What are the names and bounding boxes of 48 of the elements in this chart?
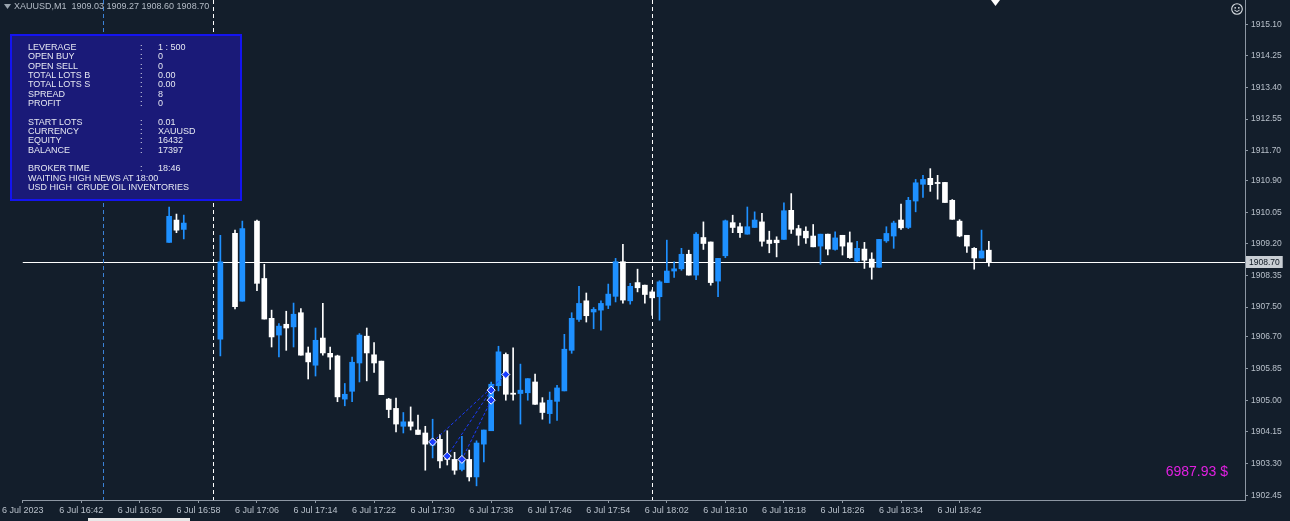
- y-tick-label: 1912.55: [1251, 113, 1282, 124]
- y-tick-label: 1909.20: [1251, 238, 1282, 249]
- x-tick-label: 6 Jul 17:54: [586, 504, 631, 515]
- annotation: USD HIGH CRUDE OIL INVENTORIES: [28, 181, 190, 192]
- x-tick-label: 6 Jul 17:38: [469, 504, 514, 515]
- x-tick-label: 6 Jul 17:30: [410, 504, 455, 515]
- x-tick-label: 6 Jul 17:46: [527, 504, 572, 515]
- x-tick-label: 6 Jul 18:10: [703, 504, 748, 515]
- y-tick-label: 1902.45: [1251, 489, 1282, 500]
- point: [486, 385, 496, 395]
- annotation: WAITING HIGH NEWS AT 18:00: [28, 172, 159, 183]
- x-tick-label: 6 Jul 18:02: [644, 504, 689, 515]
- x-tick-label: 6 Jul 17:14: [293, 504, 338, 515]
- annotation: 6987.93 $: [1165, 463, 1228, 480]
- y-tick-label: 1911.70: [1251, 145, 1282, 156]
- candlestick: [283, 310, 290, 351]
- y-tick-label: 1904.15: [1251, 426, 1282, 437]
- point: [486, 395, 496, 405]
- y-tick-label: 1905.00: [1251, 394, 1282, 405]
- candlestick: [327, 346, 333, 370]
- y-tick-label: 1903.30: [1251, 457, 1282, 468]
- point: [501, 370, 511, 380]
- x-tick-label: 6 Jul 16:42: [59, 504, 104, 515]
- y-tick-label: 1913.40: [1251, 81, 1282, 92]
- y-tick-label: 1910.90: [1251, 174, 1282, 185]
- y-tick-label: 1905.85: [1251, 362, 1282, 373]
- ref-line-label: 1908.70: [1249, 256, 1280, 267]
- candlestick: [341, 383, 348, 407]
- x-tick-label: 6 Jul 16:58: [176, 504, 221, 515]
- y-tick-label: 1906.70: [1251, 331, 1282, 342]
- y-tick-label: 1910.05: [1251, 206, 1282, 217]
- x-tick-label: 6 Jul 18:26: [820, 504, 865, 515]
- y-tick-label: 1915.10: [1251, 18, 1282, 29]
- x-tick-label: 6 Jul 18:42: [937, 504, 982, 515]
- point: [442, 451, 452, 461]
- x-tick-label: 6 Jul 16:50: [117, 504, 162, 515]
- x-tick-label: 6 Jul 17:06: [234, 504, 279, 515]
- candlestick: [671, 261, 677, 278]
- y-tick-label: 1908.35: [1251, 269, 1282, 280]
- x-tick-label: 6 Jul 18:18: [761, 504, 806, 515]
- x-tick-label: 6 Jul 2023: [1, 504, 44, 515]
- x-tick-label: 6 Jul 18:34: [878, 504, 924, 515]
- point: [457, 454, 467, 464]
- info-panel: LEVERAGE : 1 : 500 OPEN BUY : 0 OPEN SELL : 0 TOTAL LOTS B : 0.00 TOTAL LOTS S : 0.00 SPREAD : 8 PROFIT : 0 START LOTS : 0.01 CURRENCY : XAUUSD EQUITY : 16432 BALANCE : 17397 BROKER TIME : 18:46 WAITING HIGH NEWS AT 18:00 USD HIGH CRUDE OIL INVENTORIES: [10, 34, 242, 201]
- y-tick-label: 1914.25: [1251, 50, 1282, 61]
- x-tick-label: 6 Jul 17:22: [352, 504, 397, 515]
- chart-title: XAUUSD,M1 1909.03 1909.27 1908.60 1908.70: [14, 1, 210, 12]
- y-tick-label: 1907.50: [1251, 301, 1282, 312]
